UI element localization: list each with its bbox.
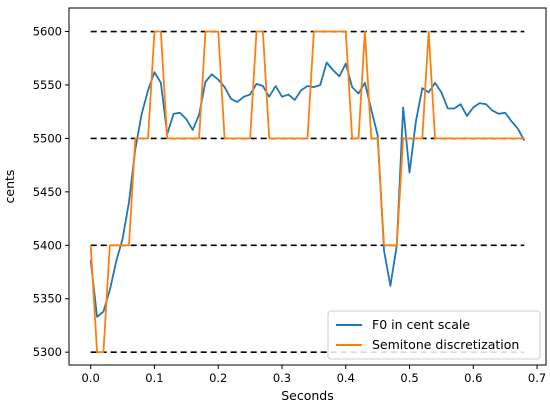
x-tick-label: 0.1 xyxy=(145,371,163,385)
y-tick-label: 5300 xyxy=(33,345,62,359)
y-tick-label: 5550 xyxy=(33,78,62,92)
x-tick-label: 0.2 xyxy=(209,371,227,385)
y-tick-label: 5450 xyxy=(33,185,62,199)
legend-label-f0: F0 in cent scale xyxy=(372,317,470,332)
series-f0-line xyxy=(89,61,526,318)
series-semitone-line xyxy=(89,30,525,354)
y-tick-label: 5500 xyxy=(33,131,62,145)
axes-frame xyxy=(68,7,547,366)
legend: F0 in cent scale Semitone discretization xyxy=(327,310,541,360)
y-axis-label: cents xyxy=(2,170,17,204)
x-tick-label: 0.5 xyxy=(400,371,418,385)
legend-box xyxy=(327,310,541,360)
x-tick-label: 0.3 xyxy=(273,371,291,385)
plot-area xyxy=(89,30,526,354)
x-axis: 0.0 0.1 0.2 0.3 0.4 0.5 0.6 0.7 xyxy=(82,365,546,385)
x-tick-label: 0.6 xyxy=(464,371,482,385)
x-tick-label: 0.0 xyxy=(82,371,100,385)
x-tick-label: 0.7 xyxy=(528,371,546,385)
x-tick-label: 0.4 xyxy=(337,371,355,385)
y-tick-label: 5400 xyxy=(33,238,62,252)
y-tick-label: 5600 xyxy=(33,25,62,39)
y-tick-label: 5350 xyxy=(33,292,62,306)
legend-label-semitone: Semitone discretization xyxy=(372,337,519,352)
x-axis-label: Seconds xyxy=(281,388,334,403)
y-axis: 5300 5350 5400 5450 5500 5550 5600 xyxy=(33,25,69,359)
